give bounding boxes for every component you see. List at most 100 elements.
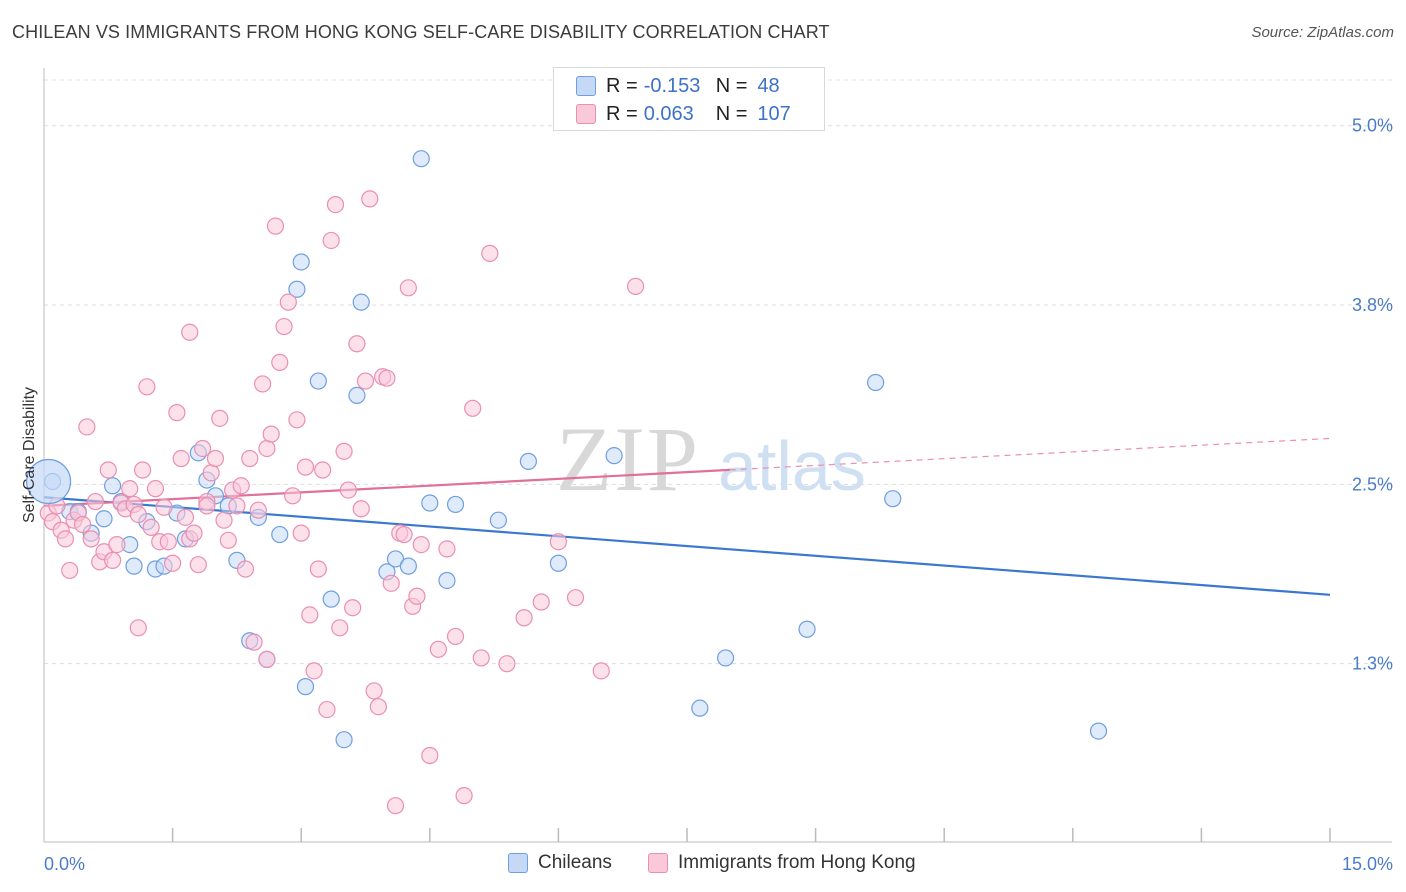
point-hong-kong: [61, 561, 79, 580]
point-hong-kong: [185, 524, 203, 542]
legend-n-value: 107: [757, 102, 791, 125]
y-tick-label: 3.8%: [1352, 295, 1393, 315]
chart-title: CHILEAN VS IMMIGRANTS FROM HONG KONG SEL…: [12, 22, 830, 42]
point-hong-kong: [399, 279, 417, 297]
point-hong-kong: [429, 640, 447, 658]
source-label: Source: ZipAtlas.com: [1251, 24, 1394, 41]
point-hong-kong: [378, 369, 396, 387]
point-chileans: [446, 495, 465, 514]
point-hong-kong: [566, 589, 585, 607]
point-hong-kong: [532, 593, 550, 611]
point-hong-kong: [73, 515, 92, 534]
point-hong-kong: [138, 378, 156, 396]
point-hong-kong: [219, 531, 237, 549]
point-hong-kong: [258, 439, 276, 458]
point-hong-kong: [168, 404, 186, 422]
point-hong-kong: [288, 411, 306, 429]
point-hong-kong: [146, 480, 165, 498]
point-hong-kong: [133, 461, 152, 479]
axes: [43, 68, 1392, 843]
legend-row-hong-kong: R = 0.063 N = 107: [576, 100, 791, 128]
trend-line-hong-kong: [43, 468, 730, 507]
x-tick-label: 0.0%: [44, 854, 85, 874]
point-hong-kong: [155, 498, 173, 516]
point-hong-kong: [296, 458, 315, 476]
point-hong-kong: [262, 425, 280, 443]
point-hong-kong: [194, 439, 212, 458]
trend-line-hong-kong-extension: [729, 437, 1331, 471]
legend-r-label: R =: [606, 102, 638, 125]
point-hong-kong: [82, 530, 100, 548]
point-hong-kong: [56, 530, 75, 548]
point-hong-kong: [408, 587, 426, 605]
point-hong-kong: [78, 418, 96, 436]
point-hong-kong: [395, 525, 413, 544]
point-hong-kong: [386, 797, 405, 815]
point-hong-kong: [369, 698, 387, 716]
y-tick-label: 5.0%: [1352, 116, 1393, 136]
point-chileans: [95, 510, 113, 528]
point-chileans: [288, 280, 306, 298]
point-chileans: [103, 477, 122, 495]
point-hong-kong: [121, 480, 139, 498]
point-hong-kong: [189, 556, 207, 574]
point-hong-kong: [326, 195, 345, 214]
point-hong-kong: [438, 540, 456, 558]
point-hong-kong: [129, 505, 147, 524]
point-hong-kong: [515, 609, 533, 627]
point-hong-kong: [498, 655, 516, 673]
point-hong-kong: [271, 353, 289, 372]
series-swatch-chileans: [508, 853, 528, 873]
series-swatch-hong-kong: [648, 853, 668, 873]
point-hong-kong: [159, 533, 177, 551]
series-label-hong-kong: Immigrants from Hong Kong: [678, 852, 916, 873]
legend-swatch-chileans: [576, 76, 596, 96]
point-hong-kong: [284, 487, 302, 505]
point-hong-kong: [142, 518, 160, 536]
point-hong-kong: [241, 449, 259, 468]
point-hong-kong: [348, 335, 366, 353]
point-hong-kong: [215, 511, 233, 529]
point-hong-kong: [206, 449, 225, 468]
legend-n-value: 48: [757, 74, 780, 97]
point-chileans: [412, 150, 430, 168]
point-hong-kong: [292, 524, 310, 542]
point-chileans: [335, 731, 353, 749]
point-hong-kong: [361, 190, 379, 208]
point-hong-kong: [549, 533, 568, 551]
legend-r-label: R =: [606, 74, 638, 97]
point-chileans: [716, 649, 735, 667]
point-chileans: [867, 373, 885, 392]
point-hong-kong: [228, 497, 246, 515]
y-tick-label: 1.3%: [1352, 654, 1393, 674]
point-hong-kong: [344, 599, 362, 617]
point-chileans: [421, 494, 439, 512]
point-hong-kong: [592, 662, 610, 680]
point-hong-kong: [352, 500, 370, 518]
point-hong-kong: [626, 277, 645, 295]
point-hong-kong: [314, 461, 332, 479]
legend-r-value: 0.063: [643, 102, 694, 125]
point-chileans: [549, 554, 568, 572]
watermark-atlas: atlas: [718, 427, 866, 505]
point-hong-kong: [335, 442, 353, 460]
point-chileans: [322, 590, 340, 608]
point-hong-kong: [254, 375, 272, 393]
point-hong-kong: [481, 244, 499, 262]
point-hong-kong: [245, 633, 263, 651]
legend-n-label: N =: [715, 102, 748, 125]
point-chileans: [519, 452, 537, 470]
axis-labels: 1.3% 2.5% 3.8% 5.0% 0.0% 15.0% Self-Care Disab…: [21, 116, 1393, 874]
point-hong-kong: [236, 560, 255, 578]
point-chileans: [605, 447, 623, 465]
point-hong-kong: [176, 508, 195, 526]
point-chileans: [798, 620, 816, 638]
series-legend-chileans[interactable]: Chileans: [508, 852, 612, 874]
point-chileans: [691, 699, 709, 717]
series-legend-hong-kong[interactable]: Immigrants from Hong Kong: [648, 852, 916, 874]
point-hong-kong: [318, 700, 336, 719]
series-label-chileans: Chileans: [538, 852, 612, 873]
point-chileans: [399, 557, 417, 575]
point-hong-kong: [198, 497, 216, 515]
point-hong-kong: [99, 461, 117, 479]
